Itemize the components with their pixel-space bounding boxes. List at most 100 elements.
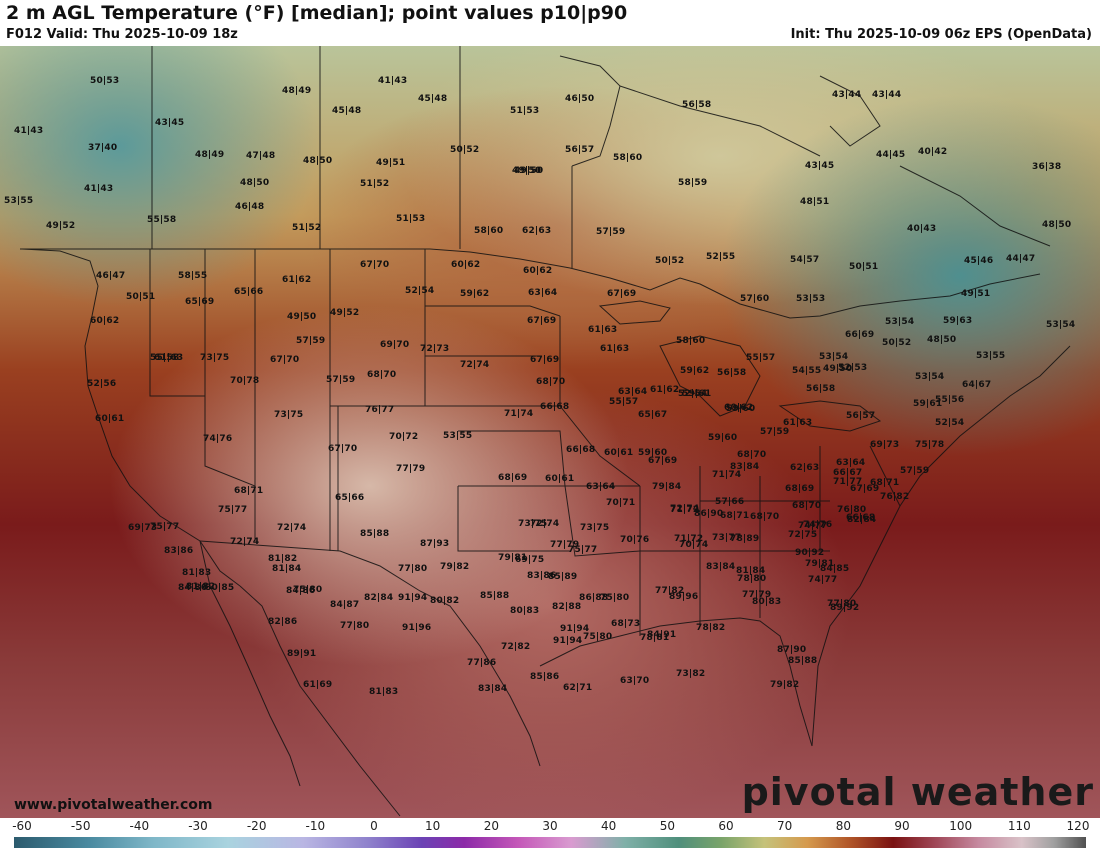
point-value: 71|72 (670, 505, 700, 515)
point-value: 58|55 (178, 271, 208, 281)
point-value: 75|80 (583, 632, 613, 642)
init-time: Init: Thu 2025-10-09 06z EPS (OpenData) (790, 27, 1092, 42)
point-value: 85|86 (530, 672, 560, 682)
point-value: 64|67 (962, 380, 992, 390)
point-value: 44|47 (1006, 254, 1036, 264)
point-value: 59|62 (680, 366, 710, 376)
point-value: 79|82 (770, 680, 800, 690)
point-value: 67|69 (648, 456, 678, 466)
point-value: 86|90 (694, 509, 724, 519)
point-value: 48|50 (303, 156, 333, 166)
point-value: 89|91 (287, 649, 317, 659)
point-value: 68|69 (785, 484, 815, 494)
point-value: 48|50 (927, 335, 957, 345)
point-value: 72|74 (277, 523, 307, 533)
colorbar-tick: -50 (70, 819, 91, 833)
point-value: 68|70 (536, 377, 566, 387)
point-value: 71|77 (833, 477, 863, 487)
point-value: 66|67 (833, 468, 863, 478)
point-value: 58|60 (613, 153, 643, 163)
point-value: 79|81 (498, 553, 528, 563)
point-value: 45|48 (418, 94, 448, 104)
point-value: 49|51 (376, 158, 406, 168)
point-value: 52|54 (678, 389, 708, 399)
colorbar-tick: 60 (718, 819, 734, 833)
colorbar-gradient (14, 837, 1086, 848)
colorbar-tick: 30 (542, 819, 558, 833)
point-value: 54|57 (790, 255, 820, 265)
point-value: 67|70 (328, 444, 358, 454)
point-value: 83|84 (478, 684, 508, 694)
point-value: 70|71 (606, 498, 636, 508)
point-value: 40|42 (918, 147, 948, 157)
point-value: 50|53 (90, 76, 120, 86)
point-value: 48|50 (240, 178, 270, 188)
website-label[interactable]: www.pivotalweather.com (14, 797, 213, 813)
point-value: 61|62 (650, 385, 680, 395)
point-value: 73|75 (200, 353, 230, 363)
point-value: 53|55 (4, 196, 34, 206)
colorbar-tick: 120 (1066, 819, 1090, 833)
point-value: 40|43 (907, 224, 937, 234)
point-value: 74|77 (798, 521, 828, 531)
point-value: 75|80 (600, 593, 630, 603)
point-value: 51|52 (292, 223, 322, 233)
point-value: 57|59 (760, 427, 790, 437)
temperature-map[interactable]: 50|53 48|49 41|43 45|48 51|53 46|50 56|58 43|44… (0, 46, 1100, 818)
point-value: 68|71 (870, 478, 900, 488)
point-value: 79|81 (805, 559, 835, 569)
point-value: 85|88 (480, 591, 510, 601)
point-value: 53|54 (1046, 320, 1076, 330)
point-value: 78|82 (696, 623, 726, 633)
point-value: 84|86 (286, 586, 316, 596)
point-value: 79|82 (440, 562, 470, 572)
point-value: 72|74 (670, 504, 700, 514)
point-value: 62|63 (522, 226, 552, 236)
point-value: 68|73 (611, 619, 641, 629)
point-value: 81|84 (272, 564, 302, 574)
point-value: 57|59 (326, 375, 356, 385)
point-value: 54|55 (792, 366, 822, 376)
point-value: 66|68 (540, 402, 570, 412)
point-value: 62|71 (563, 683, 593, 693)
point-value: 41|43 (14, 126, 44, 136)
point-value: 67|69 (527, 316, 557, 326)
colorbar-tick: -40 (129, 819, 150, 833)
point-value: 83|84 (730, 462, 760, 472)
point-value: 48|49 (195, 150, 225, 160)
point-value: 73|75 (518, 519, 548, 529)
point-value: 74|76 (803, 520, 833, 530)
point-value: 41|43 (84, 184, 114, 194)
point-value: 43|45 (805, 161, 835, 171)
point-value: 46|47 (96, 271, 126, 281)
point-value: 60|61 (545, 474, 575, 484)
point-value: 68|70 (737, 450, 767, 460)
point-value: 91|94 (553, 636, 583, 646)
point-value: 77|80 (398, 564, 428, 574)
point-value: 58|60 (676, 336, 706, 346)
point-value: 44|45 (876, 150, 906, 160)
point-value: 43|44 (832, 90, 862, 100)
point-value: 62|63 (790, 463, 820, 473)
point-value: 36|38 (1032, 162, 1062, 172)
point-value: 74|76 (203, 434, 233, 444)
point-value: 63|70 (620, 676, 650, 686)
point-value: 68|70 (792, 501, 822, 511)
point-value: 61|69 (303, 680, 333, 690)
point-value: 65|69 (185, 297, 215, 307)
point-value: 52|54 (405, 286, 435, 296)
point-value: 61|62 (282, 275, 312, 285)
point-value: 50|52 (655, 256, 685, 266)
point-value: 69|70 (380, 340, 410, 350)
point-value: 49|52 (330, 308, 360, 318)
point-value: 77|79 (742, 590, 772, 600)
point-value: 43|44 (872, 90, 902, 100)
point-value: 45|46 (964, 256, 994, 266)
point-value: 82|84 (847, 515, 877, 525)
point-value: 83|86 (527, 571, 557, 581)
point-value: 51|53 (396, 214, 426, 224)
point-value: 56|57 (846, 411, 876, 421)
point-value: 83|84 (706, 562, 736, 572)
point-value: 50|52 (882, 338, 912, 348)
point-value: 59|60 (638, 448, 668, 458)
